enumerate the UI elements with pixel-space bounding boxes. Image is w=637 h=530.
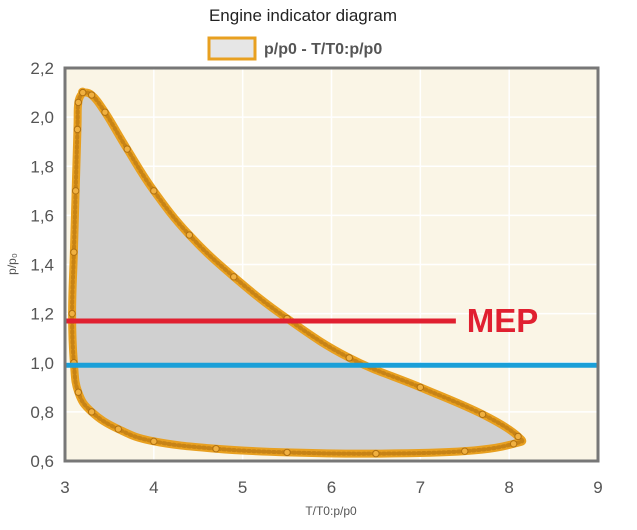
x-tick-label-6: 9	[593, 478, 602, 497]
annotation-mep: MEP	[467, 302, 539, 339]
series-point-4	[150, 187, 158, 195]
x-tick-label-0: 3	[60, 478, 69, 497]
series-point-3	[123, 145, 131, 153]
legend[interactable]: p/p0 - T/T0:p/p0	[207, 36, 382, 61]
x-tick-label-4: 7	[416, 478, 425, 497]
x-tick-label-1: 4	[149, 478, 158, 497]
series-markers	[70, 89, 525, 456]
y-tick-label-2: 1,0	[30, 354, 54, 373]
series-point-11	[514, 432, 522, 441]
series-point-18	[114, 425, 123, 433]
y-axis-ticks: 0,6 0,8 1,0 1,2 1,4 1,6 1,8 2,0 2,2	[30, 59, 54, 471]
series-point-6	[230, 273, 238, 281]
series-point-26	[74, 98, 83, 107]
reference-lines	[65, 318, 598, 368]
y-tick-label-5: 1,6	[30, 206, 54, 225]
x-axis-ticks: 3 4 5 6 7 8 9	[60, 478, 602, 497]
series-point-2	[101, 108, 109, 116]
series-point-15	[283, 448, 291, 457]
y-tick-label-7: 2,0	[30, 108, 54, 127]
series-point-16	[212, 445, 220, 453]
x-tick-label-3: 6	[327, 478, 336, 497]
series-point-25	[73, 125, 82, 134]
plot-frame	[63, 66, 600, 463]
y-tick-label-4: 1,4	[30, 256, 54, 275]
y-tick-label-0: 0,6	[30, 452, 54, 471]
annotations: MEP	[467, 302, 539, 339]
series-point-8	[345, 354, 353, 362]
chart-title: Engine indicator diagram	[209, 6, 397, 25]
series-point-23	[70, 248, 78, 256]
series-point-17	[150, 437, 158, 446]
y-tick-label-6: 1,8	[30, 157, 54, 176]
series-point-1	[87, 91, 96, 99]
series-point-13	[461, 447, 469, 455]
series-point-9	[416, 383, 425, 392]
series-point-27	[79, 88, 87, 97]
legend-label: p/p0 - T/T0:p/p0	[264, 41, 382, 58]
series-point-20	[74, 388, 83, 396]
legend-swatch	[207, 36, 257, 61]
y-tick-label-3: 1,2	[30, 305, 54, 324]
series-point-24	[71, 187, 80, 195]
x-tick-label-2: 5	[238, 478, 247, 497]
series-point-22	[68, 309, 76, 318]
series-point-10	[478, 410, 487, 419]
x-tick-label-5: 8	[504, 478, 513, 497]
y-tick-label-1: 0,8	[30, 403, 54, 422]
x-axis-label: T/T0:p/p0	[305, 504, 357, 518]
series-point-14	[372, 449, 380, 458]
series-point-5	[185, 231, 194, 239]
series-point-19	[87, 408, 96, 416]
y-axis-label: p/p₀	[5, 253, 19, 275]
series-point-12	[509, 440, 518, 448]
y-tick-label-8: 2,2	[30, 59, 54, 78]
